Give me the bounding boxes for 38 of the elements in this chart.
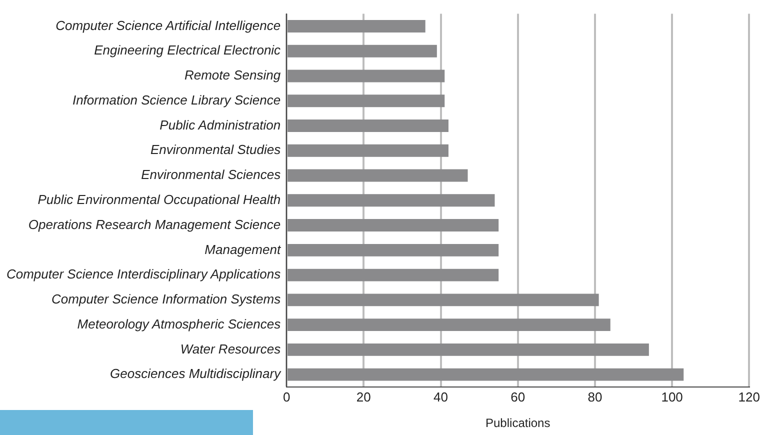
x-tick-label: 120	[738, 389, 760, 404]
x-tick-label: 0	[282, 389, 290, 404]
bar	[288, 70, 445, 82]
y-tick-label: Operations Research Management Science	[28, 216, 281, 232]
x-tick-label: 20	[356, 389, 371, 404]
y-tick-label: Computer Science Information Systems	[52, 292, 282, 307]
bar	[288, 20, 426, 32]
bar	[288, 294, 599, 306]
bar	[288, 318, 610, 332]
bar	[288, 343, 649, 356]
y-tick-label: Management	[204, 242, 282, 257]
bar	[288, 120, 448, 132]
y-tick-label: Water Resources	[180, 341, 282, 356]
y-tick-label: Environmental Studies	[150, 142, 282, 158]
x-tick-label: 100	[661, 389, 683, 404]
x-tick-label: 60	[510, 389, 526, 404]
y-tick-label: Meteorology Atmospheric Sciences	[77, 316, 282, 332]
y-tick-label: Computer Science Interdisciplinary Applications	[6, 266, 282, 282]
y-tick-label: Remote Sensing	[184, 68, 282, 83]
y-tick-label: Public Administration	[160, 117, 281, 132]
y-tick-label: Computer Science Artificial Intelligence	[56, 18, 281, 33]
bar	[288, 219, 499, 232]
bar	[288, 169, 468, 182]
x-axis-title: Publications	[486, 416, 550, 430]
bar	[288, 44, 437, 58]
y-tick-label: Public Environmental Occupational Health	[38, 192, 281, 208]
x-tick-label: 80	[588, 389, 602, 404]
bar	[288, 268, 499, 282]
y-tick-label: Geosciences Multidisciplinary	[110, 366, 282, 382]
bar	[288, 194, 495, 207]
bar	[288, 368, 684, 381]
bar	[288, 144, 448, 157]
x-tick-label: 40	[434, 389, 448, 404]
bar	[288, 244, 499, 256]
y-tick-label: Engineering Electrical Electronic	[94, 42, 282, 58]
bar	[288, 94, 445, 108]
y-tick-label: Environmental Sciences	[141, 167, 282, 182]
y-tick-label: Information Science Library Science	[72, 92, 281, 108]
